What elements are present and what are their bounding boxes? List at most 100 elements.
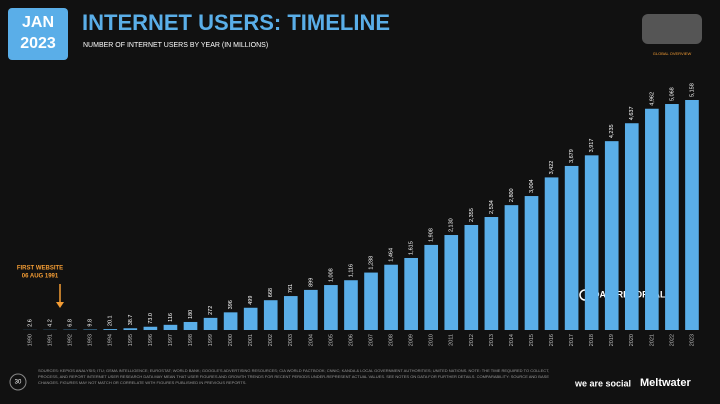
x-tick-label: 1996 [148,334,154,346]
value-label: 9.8 [88,319,94,327]
x-tick-label: 2006 [348,334,354,346]
bar [604,141,619,330]
x-tick-label: 2016 [549,334,555,346]
x-tick-label: 2002 [268,334,274,346]
bar [484,217,499,330]
bar [524,196,539,330]
bar [103,329,118,330]
x-tick-label: 2014 [509,334,515,346]
x-tick-label: 2012 [469,334,475,346]
bar [624,123,639,330]
logo-meltwater: Meltwater [640,377,691,389]
bar [243,307,258,330]
logo-we-are-social: we are social [574,378,631,388]
value-label: 396 [228,300,234,309]
value-label: 3,917 [589,139,595,153]
value-label: 116 [168,313,174,322]
annotation-arrow-head [56,302,64,308]
x-tick-label: 2011 [449,334,455,346]
bar [223,312,238,330]
page-circle [9,373,27,391]
bar [344,280,358,330]
bar [464,224,479,330]
bar [203,317,218,330]
x-tick-label: 2008 [389,334,395,346]
value-label: 2,534 [489,200,495,214]
x-tick-label: 1998 [188,334,194,346]
x-tick-label: 2009 [409,334,415,346]
bar [384,264,398,330]
annotation: FIRST WEBSITE [17,266,63,272]
bar [123,328,138,330]
x-tick-label: 1993 [88,334,94,346]
x-tick-label: 1991 [48,334,54,346]
bar [404,257,418,330]
bar [564,165,579,330]
x-tick-label: 2005 [328,334,334,346]
bar [504,205,519,330]
bar [544,177,559,330]
value-label: 2,130 [449,218,455,232]
value-label: 761 [288,284,294,293]
value-label: 499 [248,296,254,305]
value-label: 5,068 [669,87,675,101]
sources-box: SOURCES: KEPIOS ANALYSIS; ITU; GSMA INTE… [38,368,550,385]
value-label: 3,004 [529,179,535,193]
x-tick-label: 2021 [649,334,655,346]
value-label: 1,908 [429,228,435,242]
map-icon [642,14,702,44]
value-label: 5,158 [689,83,695,97]
x-tick-label: 2019 [609,334,615,346]
x-tick-label: 2022 [669,334,675,346]
bar [324,285,338,330]
bar [584,155,599,330]
x-tick-label: 2013 [489,334,495,346]
sources: SOURCES: KEPIOS ANALYSIS; ITU; GSMA INTE… [38,368,550,385]
bar [183,321,198,330]
value-label: 2,355 [469,208,475,222]
value-label: 3,679 [569,149,575,163]
x-tick-label: 1994 [108,334,114,346]
chart-subtitle: NUMBER OF INTERNET USERS BY YEAR (IN MIL… [83,42,268,49]
value-label: 4,637 [629,106,635,120]
x-tick-label: 2004 [308,334,314,346]
badge-year: 2023 [20,35,56,52]
x-tick-label: 1992 [68,334,74,346]
bar [444,235,459,330]
x-tick-label: 2007 [368,334,374,346]
bar [283,296,298,330]
x-tick-label: 2023 [689,334,695,346]
value-label: 668 [268,288,274,297]
bar [304,289,318,330]
x-tick-label: 1997 [168,334,174,346]
bar [163,324,178,330]
bar [645,108,659,330]
x-tick-label: 1990 [27,334,33,346]
bar [263,300,278,330]
x-tick-label: 1995 [128,334,134,346]
page-number: 30 [15,380,22,386]
x-tick-label: 2000 [228,334,234,346]
value-label: 4,235 [609,124,615,138]
value-label: 2,800 [509,188,515,202]
value-label: 20.1 [108,315,114,326]
bar [685,100,699,330]
x-tick-label: 2020 [629,334,635,346]
badge-month: JAN [22,14,54,31]
bar [665,104,679,330]
date-badge [8,8,68,60]
x-tick-label: 2003 [288,334,294,346]
x-tick-label: 2001 [248,334,254,346]
x-tick-label: 2015 [529,334,535,346]
value-label: 899 [308,278,314,287]
x-tick-label: 2018 [589,334,595,346]
value-label: 1,464 [389,248,395,262]
bar [143,326,158,330]
value-label: 272 [208,306,214,315]
value-label: 1,615 [409,241,415,255]
bar [364,272,378,330]
value-label: 6.8 [68,319,74,327]
chart-title: INTERNET USERS: TIMELINE [82,10,390,35]
